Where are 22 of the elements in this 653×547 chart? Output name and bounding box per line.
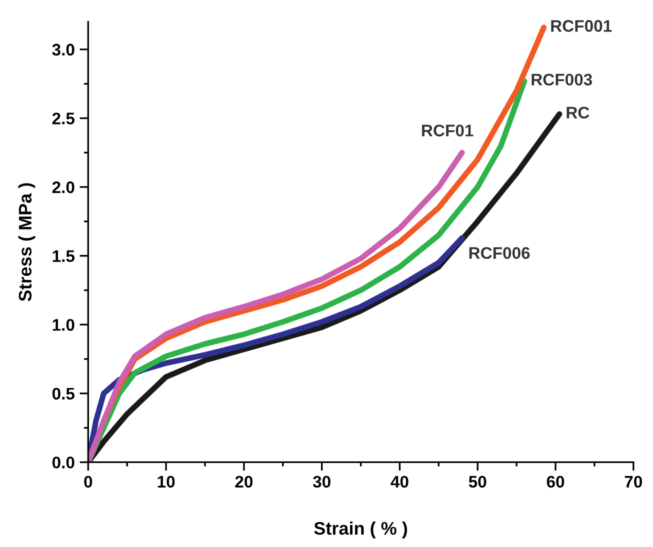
x-axis-title: Strain ( % ) — [314, 522, 408, 538]
y-tick-label: 0.0 — [52, 456, 74, 468]
x-tick-label: 0 — [84, 476, 92, 488]
series-label: RCF001 — [551, 20, 612, 32]
x-tick-label: 40 — [390, 476, 408, 488]
series-label: RCF003 — [532, 74, 592, 86]
y-axis-title: Stress ( MPa ) — [18, 183, 36, 302]
y-tick-label: 2.5 — [52, 112, 74, 124]
x-tick-label: 30 — [312, 476, 330, 488]
y-tick-label: 1.5 — [52, 250, 74, 262]
series-label: RCF01 — [422, 124, 474, 136]
x-tick-label: 70 — [624, 476, 642, 488]
y-tick-label: 2.0 — [52, 181, 74, 194]
x-tick-label: 60 — [546, 476, 564, 488]
y-tick-label: 3.0 — [52, 44, 74, 56]
x-tick-label: 20 — [235, 476, 253, 488]
x-tick-label: 10 — [158, 476, 175, 488]
y-tick-label: 1.0 — [52, 319, 74, 331]
series-label: RCF006 — [469, 247, 530, 259]
series-label: RC — [566, 106, 590, 119]
x-tick-label: 50 — [468, 476, 486, 488]
y-tick-label: 0.5 — [52, 388, 74, 400]
